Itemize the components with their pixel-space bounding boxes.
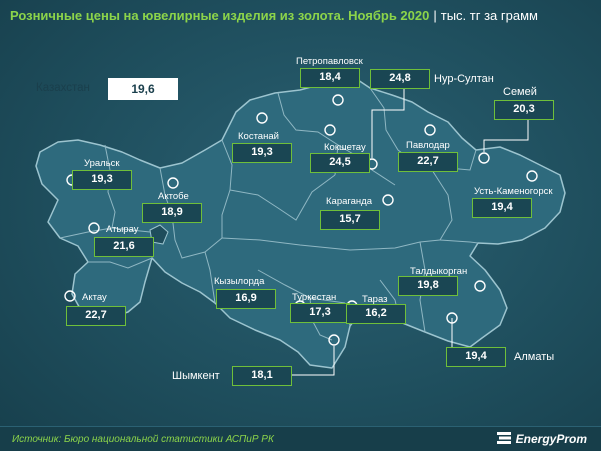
source-note: Источник: Бюро национальной статистики А… <box>12 434 274 445</box>
region-value-turkestan: 17,3 <box>290 303 350 323</box>
region-label-petropavlovsk: Петропавловск <box>296 56 363 67</box>
region-value-karaganda: 15,7 <box>320 210 380 230</box>
region-value-aktau: 22,7 <box>66 306 126 326</box>
region-value-kyzylorda: 16,9 <box>216 289 276 309</box>
region-value-taldykorgan: 19,8 <box>398 276 458 296</box>
region-label-taraz: Тараз <box>362 294 388 305</box>
country-label: Казахстан <box>36 82 90 94</box>
region-value-uralsk: 19,3 <box>72 170 132 190</box>
country-value: 19,6 <box>108 78 178 100</box>
region-label-kostanay: Костанай <box>238 131 279 142</box>
region-label-aktobe: Актобе <box>158 191 189 202</box>
region-label-kokshetau: Кокшетау <box>324 142 366 153</box>
marker-ust-kamenogorsk <box>526 170 538 182</box>
region-value-atyrau: 21,6 <box>94 237 154 257</box>
marker-kostanay <box>256 112 268 124</box>
title-text: Розничные цены на ювелирные изделия из з… <box>10 8 430 23</box>
leader-nur-sultan <box>371 89 405 158</box>
energyprom-icon <box>496 432 511 444</box>
region-label-ust-kamenogorsk: Усть-Каменогорск <box>474 186 553 197</box>
region-value-petropavlovsk: 18,4 <box>300 68 360 88</box>
region-value-taraz: 16,2 <box>346 304 406 324</box>
unit-label: тыс. тг за грамм <box>440 8 538 23</box>
region-value-aktobe: 18,9 <box>142 203 202 223</box>
region-label-shymkent: Шымкент <box>172 370 220 382</box>
region-value-nur-sultan: 24,8 <box>370 69 430 89</box>
marker-shymkent <box>328 334 340 346</box>
marker-kokshetau <box>324 124 336 136</box>
region-value-almaty: 19,4 <box>446 347 506 367</box>
region-value-semey: 20,3 <box>494 100 554 120</box>
region-label-turkestan: Туркестан <box>292 292 337 303</box>
marker-aktau <box>64 290 76 302</box>
marker-semey <box>478 152 490 164</box>
marker-taldykorgan <box>474 280 486 292</box>
marker-karaganda <box>382 194 394 206</box>
region-value-ust-kamenogorsk: 19,4 <box>472 198 532 218</box>
region-value-kostanay: 19,3 <box>232 143 292 163</box>
footer-bar: Источник: Бюро национальной статистики А… <box>0 426 601 451</box>
brand-logo: EnergyProm <box>496 432 587 446</box>
region-label-uralsk: Уральск <box>84 158 120 169</box>
region-label-taldykorgan: Талдыкорган <box>410 266 468 277</box>
region-label-semey: Семей <box>503 86 537 98</box>
leader-semey <box>483 120 529 152</box>
marker-petropavlovsk <box>332 94 344 106</box>
region-value-shymkent: 18,1 <box>232 366 292 386</box>
region-label-nur-sultan: Нур-Султан <box>434 73 494 85</box>
marker-atyrau <box>88 222 100 234</box>
region-label-aktau: Актау <box>82 292 107 303</box>
chart-title: Розничные цены на ювелирные изделия из з… <box>10 8 538 23</box>
region-label-karaganda: Караганда <box>326 196 372 207</box>
marker-pavlodar <box>424 124 436 136</box>
region-value-kokshetau: 24,5 <box>310 153 370 173</box>
marker-almaty <box>446 312 458 324</box>
region-label-almaty: Алматы <box>514 351 555 363</box>
region-label-kyzylorda: Кызылорда <box>214 276 265 287</box>
brand-name: EnergyProm <box>515 432 587 446</box>
region-label-atyrau: Атырау <box>106 224 139 235</box>
marker-aktobe <box>167 177 179 189</box>
region-borders <box>59 87 479 341</box>
title-separator: | <box>433 8 437 23</box>
region-label-pavlodar: Павлодар <box>406 140 450 151</box>
region-value-pavlodar: 22,7 <box>398 152 458 172</box>
